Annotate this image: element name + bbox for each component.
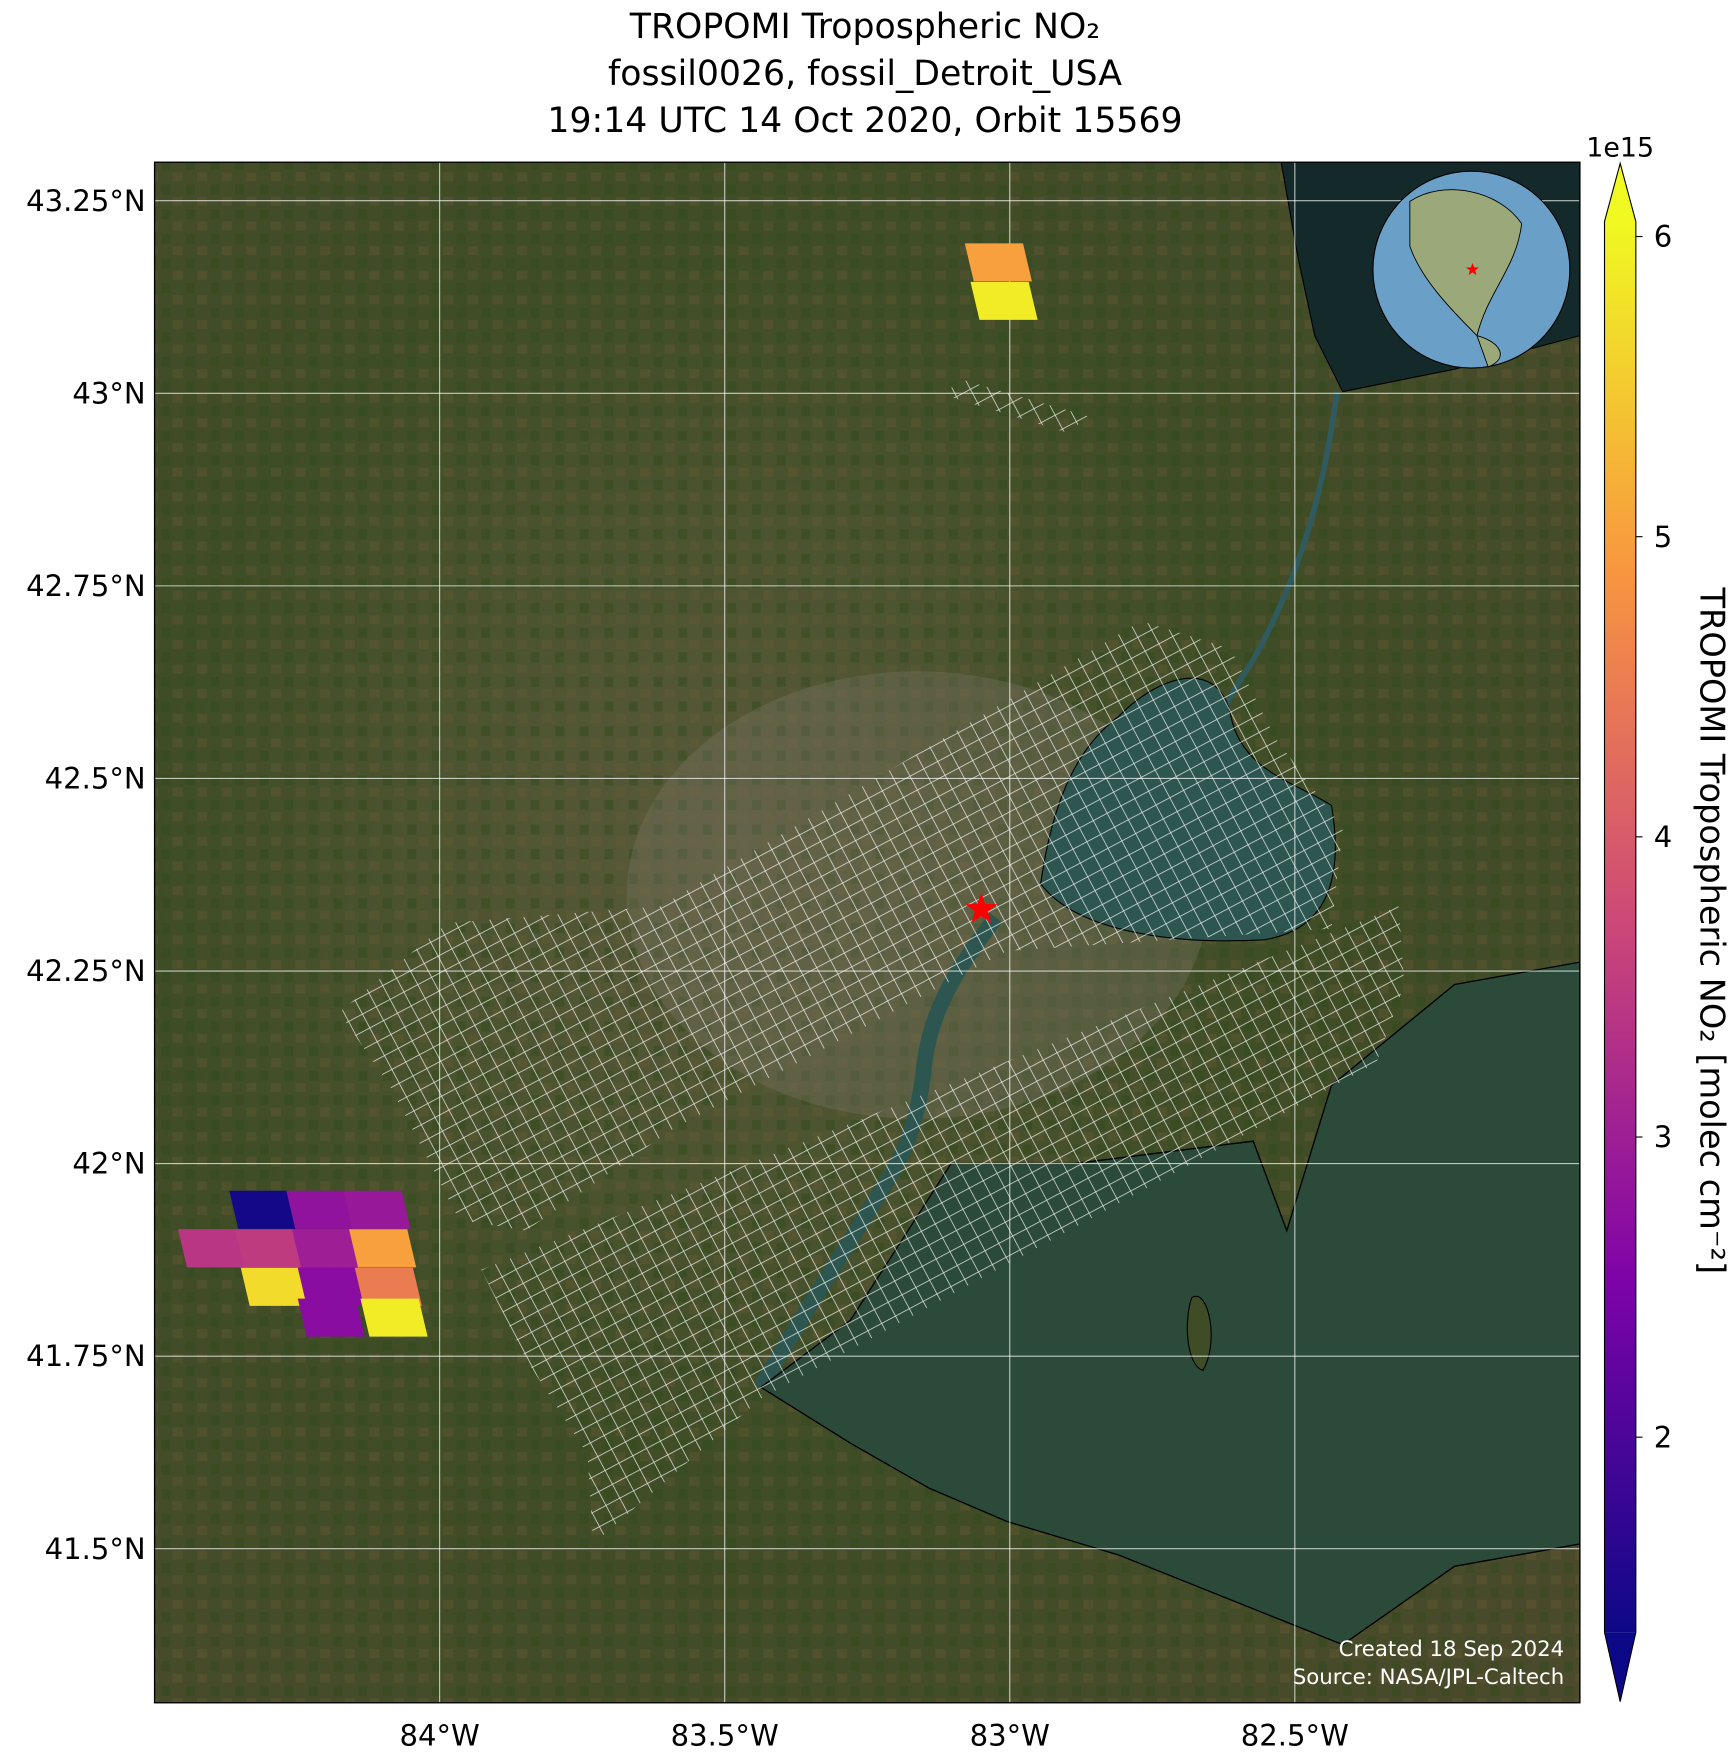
footer-text: Source: NASA/JPL-Caltech — [1293, 1665, 1564, 1690]
basemap — [154, 162, 1580, 1703]
no2-pixel — [286, 1190, 354, 1229]
footer-text: Created 18 Sep 2024 — [1339, 1637, 1565, 1662]
inset-site-marker — [1466, 262, 1479, 276]
site-marker — [965, 892, 998, 923]
colorbar-extend-max — [1604, 163, 1636, 222]
colorbar-label: TROPOMI Tropospheric NO₂ [molec cm⁻²] — [1693, 587, 1730, 1275]
no2-pixel — [354, 1267, 422, 1306]
no2-pixel — [360, 1298, 428, 1337]
no2-pixel — [349, 1229, 417, 1268]
y-tick-label: 41.75°N — [26, 1339, 146, 1373]
title-line: TROPOMI Tropospheric NO₂ — [629, 7, 1100, 47]
colorbar-scale: 1e15 — [1586, 133, 1654, 164]
colorbar — [1604, 221, 1636, 1633]
no2-pixel — [970, 281, 1038, 320]
x-tick-label: 83°W — [970, 1718, 1050, 1752]
no2-pixel — [343, 1190, 411, 1229]
title-line: fossil0026, fossil_Detroit_USA — [608, 54, 1122, 94]
x-tick-label: 83.5°W — [671, 1718, 779, 1752]
y-tick-label: 42.25°N — [26, 954, 146, 988]
y-tick-label: 43.25°N — [26, 184, 146, 218]
no2-pixel — [178, 1229, 246, 1268]
x-tick-label: 82.5°W — [1241, 1718, 1349, 1752]
y-tick-label: 42.5°N — [45, 762, 146, 796]
colorbar-tick-label: 6 — [1654, 220, 1673, 254]
y-tick-label: 43°N — [72, 376, 145, 410]
no2-pixel — [292, 1229, 360, 1268]
y-tick-label: 42°N — [72, 1147, 145, 1181]
colorbar-extend-min — [1604, 1632, 1636, 1702]
no2-pixel — [964, 243, 1032, 282]
colorbar-tick-label: 3 — [1654, 1120, 1673, 1154]
no2-pixel — [297, 1298, 365, 1337]
y-tick-label: 42.75°N — [26, 569, 146, 603]
colorbar-tick-label: 2 — [1654, 1420, 1673, 1454]
no2-pixel — [297, 1267, 365, 1306]
colorbar-frame — [1603, 161, 1637, 1702]
colorbar-tick-label: 4 — [1654, 820, 1673, 854]
overlay — [965, 262, 1479, 923]
colorbar-tick-label: 5 — [1654, 520, 1673, 554]
no2-pixel — [229, 1190, 297, 1229]
no2-pixels — [178, 243, 1038, 1337]
no2-pixel — [240, 1267, 308, 1306]
grid — [154, 162, 1580, 1703]
y-tick-label: 41.5°N — [45, 1532, 146, 1566]
no2-pixel — [235, 1229, 303, 1268]
x-tick-label: 84°W — [399, 1718, 479, 1752]
title-line: 19:14 UTC 14 Oct 2020, Orbit 15569 — [547, 101, 1182, 141]
map-frame — [153, 161, 1581, 1704]
